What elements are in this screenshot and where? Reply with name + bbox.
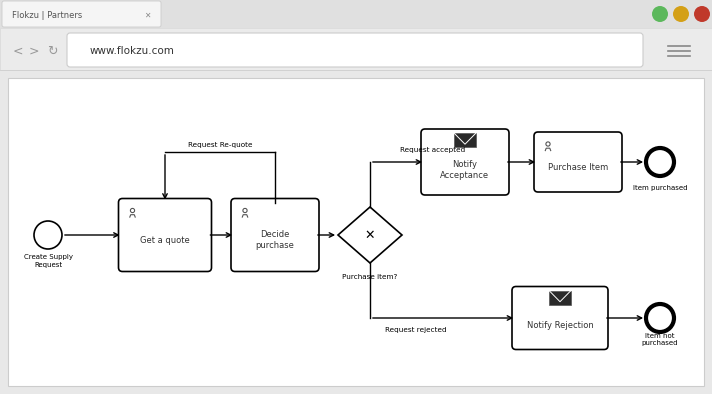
Bar bbox=[549, 290, 571, 305]
FancyBboxPatch shape bbox=[2, 1, 161, 27]
Text: Create Supply
Request: Create Supply Request bbox=[23, 255, 73, 268]
Bar bbox=[0, 0, 712, 28]
Text: Item not
purchased: Item not purchased bbox=[642, 333, 679, 346]
Text: Notify Rejection: Notify Rejection bbox=[527, 322, 593, 331]
Text: Notify
Acceptance: Notify Acceptance bbox=[441, 160, 490, 180]
Text: Request rejected: Request rejected bbox=[385, 327, 446, 333]
Text: Request Re-quote: Request Re-quote bbox=[188, 142, 252, 148]
Text: ✕: ✕ bbox=[365, 229, 375, 242]
Text: >: > bbox=[28, 45, 39, 58]
Bar bbox=[454, 133, 476, 147]
Text: Request accepted: Request accepted bbox=[400, 147, 465, 153]
Bar bbox=[0, 28, 712, 70]
FancyBboxPatch shape bbox=[534, 132, 622, 192]
Text: ↻: ↻ bbox=[47, 45, 57, 58]
FancyBboxPatch shape bbox=[421, 129, 509, 195]
Text: www.flokzu.com: www.flokzu.com bbox=[90, 46, 175, 56]
Circle shape bbox=[646, 304, 674, 332]
Circle shape bbox=[673, 6, 689, 22]
Text: Decide
purchase: Decide purchase bbox=[256, 230, 295, 250]
FancyBboxPatch shape bbox=[512, 286, 608, 349]
Text: <: < bbox=[13, 45, 23, 58]
Text: ✕: ✕ bbox=[144, 11, 150, 19]
FancyBboxPatch shape bbox=[67, 33, 643, 67]
Text: Item purchased: Item purchased bbox=[633, 185, 687, 191]
Polygon shape bbox=[338, 207, 402, 263]
Circle shape bbox=[652, 6, 668, 22]
Text: Get a quote: Get a quote bbox=[140, 236, 190, 245]
Text: Flokzu | Partners: Flokzu | Partners bbox=[12, 11, 83, 19]
Circle shape bbox=[694, 6, 710, 22]
FancyBboxPatch shape bbox=[231, 199, 319, 271]
Text: Purchase Item: Purchase Item bbox=[548, 162, 608, 171]
Text: Purchase item?: Purchase item? bbox=[342, 274, 398, 280]
FancyBboxPatch shape bbox=[118, 199, 211, 271]
Bar bbox=[8, 78, 704, 386]
Circle shape bbox=[646, 148, 674, 176]
Circle shape bbox=[34, 221, 62, 249]
